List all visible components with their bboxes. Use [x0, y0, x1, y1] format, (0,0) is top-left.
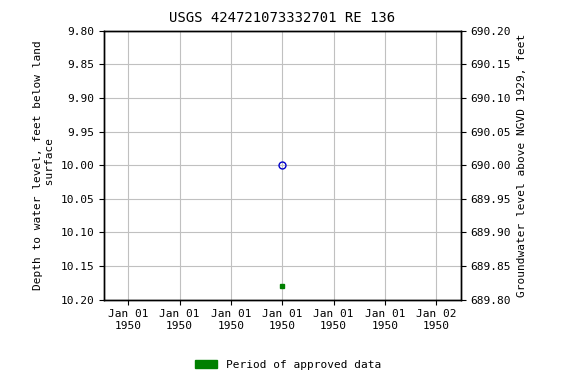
Legend: Period of approved data: Period of approved data: [191, 356, 385, 375]
Y-axis label: Depth to water level, feet below land
 surface: Depth to water level, feet below land su…: [33, 40, 55, 290]
Y-axis label: Groundwater level above NGVD 1929, feet: Groundwater level above NGVD 1929, feet: [517, 33, 526, 297]
Title: USGS 424721073332701 RE 136: USGS 424721073332701 RE 136: [169, 12, 395, 25]
